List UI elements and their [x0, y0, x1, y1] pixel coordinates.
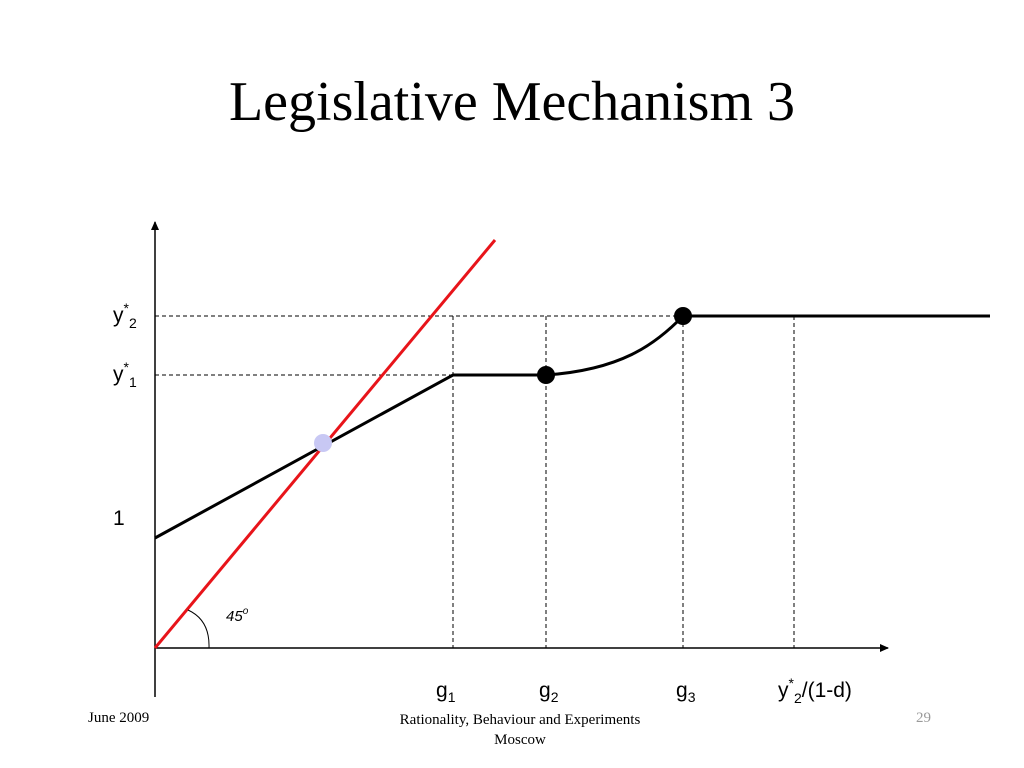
footer-date: June 2009: [88, 710, 150, 726]
label-g1: g1: [436, 679, 456, 705]
angle-label: 45o: [226, 606, 249, 625]
dashed-guides: [155, 315, 795, 648]
piecewise-curve: [154, 314, 990, 540]
label-y1-star: y*1: [113, 359, 137, 390]
footer-conference-line2: Moscow: [494, 732, 546, 748]
angle-arc: [187, 609, 210, 649]
label-y2-star: y*2: [113, 300, 137, 331]
intersection-point: [314, 434, 332, 452]
footer-conference-line1: Rationality, Behaviour and Experiments: [399, 712, 641, 728]
label-one: 1: [113, 507, 125, 530]
page-number: 29: [916, 710, 931, 726]
slide-title: Legislative Mechanism 3: [228, 71, 796, 133]
label-g2: g2: [539, 679, 559, 705]
point-g3: [674, 307, 692, 325]
label-g3: g3: [676, 679, 696, 705]
point-g2: [537, 366, 555, 384]
label-y2-star-over-1-minus-d: y*2/(1-d): [778, 675, 852, 706]
footer-conference: Rationality, Behaviour and Experiments M…: [340, 710, 700, 750]
